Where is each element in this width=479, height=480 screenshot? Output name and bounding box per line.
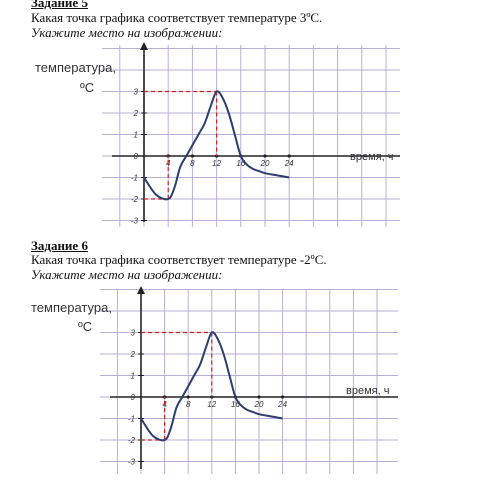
x-tick-label: 8: [190, 159, 195, 168]
y-tick-label: 2: [133, 109, 139, 118]
x-axis-label: время, ч: [350, 151, 393, 163]
y-tick-label: -3: [128, 458, 136, 467]
x-tick-label: 16: [236, 159, 245, 168]
task-6-title: Задание 6: [31, 238, 88, 253]
y-tick-label: -2: [128, 436, 136, 445]
task-6-question: Какая точка графика соответствует темпер…: [31, 252, 327, 267]
y-tick-label: 1: [131, 372, 135, 381]
grid: [102, 45, 400, 227]
x-tick-label: 12: [212, 159, 221, 168]
x-tick-label: 12: [207, 400, 216, 409]
grid: [100, 289, 398, 474]
x-axis-label: время, ч: [346, 385, 389, 397]
y-tick-label: -3: [131, 217, 139, 226]
y-axis-label-line2: ºС: [78, 319, 92, 334]
series-line: [140, 331, 283, 442]
series-line: [143, 90, 290, 201]
task-5-chart[interactable]: 48121620243210-1-2-3температура,ºСвремя,…: [0, 40, 479, 232]
y-tick-label: -1: [131, 174, 138, 183]
y-axis-arrow-icon: [140, 42, 148, 50]
y-axis-label-line1: температура,: [31, 300, 112, 315]
task-5-title: Задание 5: [31, 0, 88, 10]
x-tick-label: 24: [277, 400, 287, 409]
x-tick-label: 24: [284, 159, 294, 168]
y-axis-arrow-icon: [137, 286, 145, 294]
y-tick-label: -2: [131, 195, 139, 204]
task-6-instruction: Укажите место на изображении:: [31, 267, 223, 282]
task-5-question: Какая точка графика соответствует темпер…: [31, 10, 323, 25]
task-6-chart[interactable]: 48121620243210-1-2-3температура,ºСвремя,…: [0, 284, 479, 476]
x-tick-mark: [257, 395, 261, 399]
x-tick-label: 8: [186, 400, 191, 409]
x-tick-mark: [281, 395, 285, 399]
y-tick-label: 2: [130, 350, 136, 359]
x-tick-label: 20: [260, 159, 270, 168]
y-tick-label: 3: [131, 329, 136, 338]
y-axis-label-line2: ºС: [80, 80, 94, 95]
y-tick-label: 0: [134, 152, 139, 161]
task-5-instruction: Укажите место на изображении:: [31, 25, 223, 40]
x-tick-mark: [263, 154, 267, 158]
x-tick-mark: [186, 395, 190, 399]
x-tick-label: 16: [231, 400, 240, 409]
y-tick-label: 3: [134, 88, 139, 97]
x-tick-mark: [190, 154, 194, 158]
x-tick-mark: [287, 154, 291, 158]
task-6: Задание 6 Какая точка графика соответств…: [0, 238, 479, 480]
y-tick-label: 0: [131, 393, 136, 402]
y-tick-label: 1: [134, 131, 138, 140]
x-tick-label: 20: [254, 400, 264, 409]
y-axis-label-line1: температура,: [35, 60, 116, 75]
task-5: Задание 5 Какая точка графика соответств…: [0, 0, 479, 238]
y-tick-label: -1: [128, 415, 135, 424]
